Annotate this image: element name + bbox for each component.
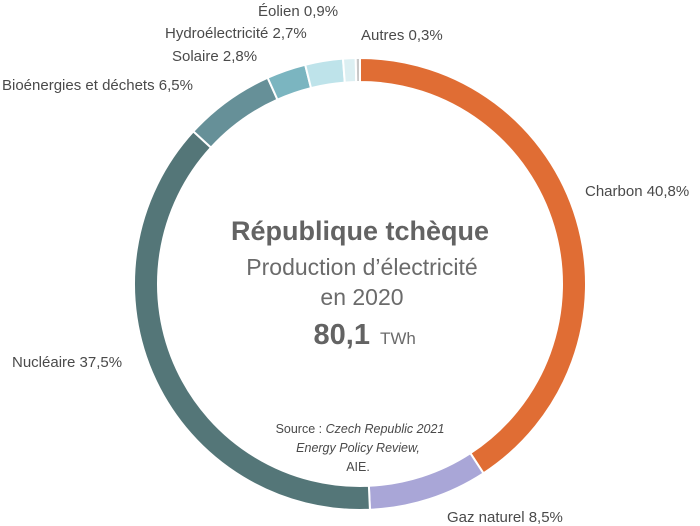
source-line3: AIE. (346, 460, 370, 474)
slice-label-autres: Autres 0,3% (361, 27, 443, 44)
donut-slice-4 (266, 63, 313, 101)
slice-label-eolien: Éolien 0,9% (258, 3, 338, 20)
source-line1: Source : Czech Republic 2021 (276, 422, 445, 436)
slice-label-solaire: Solaire 2,8% (172, 48, 257, 65)
donut-slice-6 (341, 57, 358, 84)
total-unit: TWh (380, 329, 416, 348)
slice-label-nucleaire: Nucléaire 37,5% (12, 354, 122, 371)
donut-slices (133, 56, 587, 511)
center-subtitle-line1: Production d’électricité (246, 254, 477, 280)
slice-label-hydroelectricite: Hydroélectricité 2,7% (165, 25, 307, 42)
donut-slice-7 (354, 56, 361, 84)
source-prefix: Source : (276, 422, 326, 436)
total-value: 80,1 (314, 319, 370, 351)
slice-label-bioenergies: Bioénergies et déchets 6,5% (2, 77, 193, 94)
donut-slice-1 (367, 451, 485, 511)
source-title-part1: Czech Republic 2021 (326, 422, 445, 436)
source-line2: Energy Policy Review, (296, 441, 420, 455)
slice-label-charbon: Charbon 40,8% (585, 183, 689, 200)
center-subtitle-line2: en 2020 (320, 284, 403, 310)
donut-slice-3 (191, 76, 279, 149)
donut-slice-5 (303, 57, 346, 90)
slice-label-gaz-naturel: Gaz naturel 8,5% (447, 509, 563, 526)
center-title: République tchèque (231, 216, 489, 246)
